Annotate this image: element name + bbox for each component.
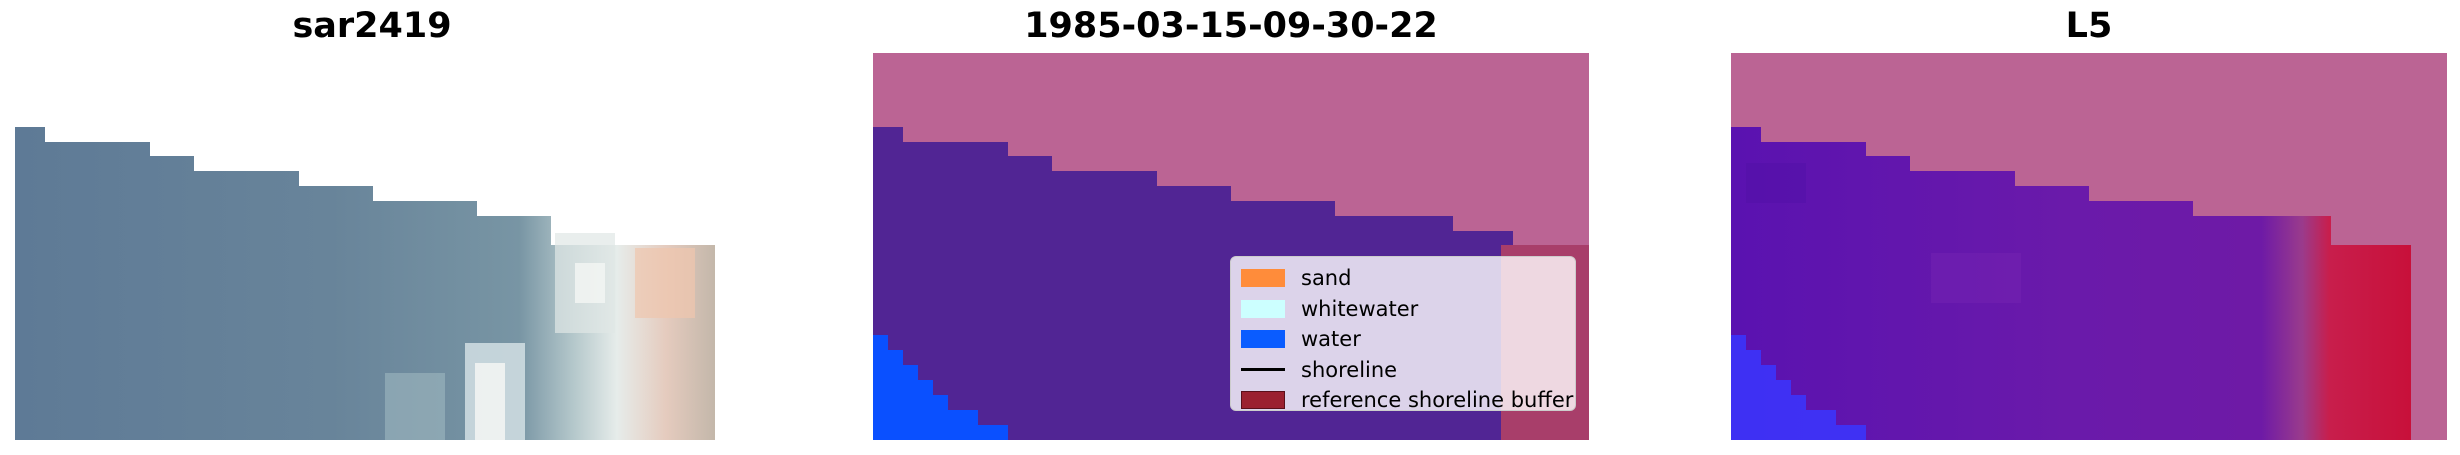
legend-item-whitewater: whitewater — [1241, 294, 1565, 325]
whitewater-swatch — [1241, 299, 1285, 318]
legend-item-shoreline: shoreline — [1241, 355, 1565, 386]
rgb-image — [15, 127, 715, 440]
legend-label-whitewater: whitewater — [1301, 296, 1419, 321]
legend-label-sand: sand — [1301, 266, 1352, 291]
legend-label-water: water — [1301, 327, 1361, 352]
sand-swatch — [1241, 269, 1285, 288]
reference-buffer-swatch — [1241, 391, 1285, 410]
legend: sand whitewater water shoreline referenc… — [1230, 256, 1576, 412]
legend-label-reference-buffer: reference shoreline buffer — [1301, 388, 1574, 413]
shoreline-line-swatch — [1241, 368, 1285, 372]
legend-item-reference-buffer: reference shoreline buffer — [1241, 385, 1573, 416]
mndwi-image-panel — [1731, 53, 2447, 440]
panel-title-mndwi: L5 — [2065, 6, 2113, 46]
legend-item-water: water — [1241, 324, 1565, 355]
legend-label-shoreline: shoreline — [1301, 357, 1398, 382]
mndwi-image — [1731, 53, 2447, 440]
panel-title-classified: 1985-03-15-09-30-22 — [1024, 6, 1438, 46]
panel-title-rgb: sar2419 — [292, 6, 452, 46]
legend-item-sand: sand — [1241, 263, 1565, 294]
water-swatch — [1241, 330, 1285, 349]
rgb-image-panel — [15, 53, 715, 440]
